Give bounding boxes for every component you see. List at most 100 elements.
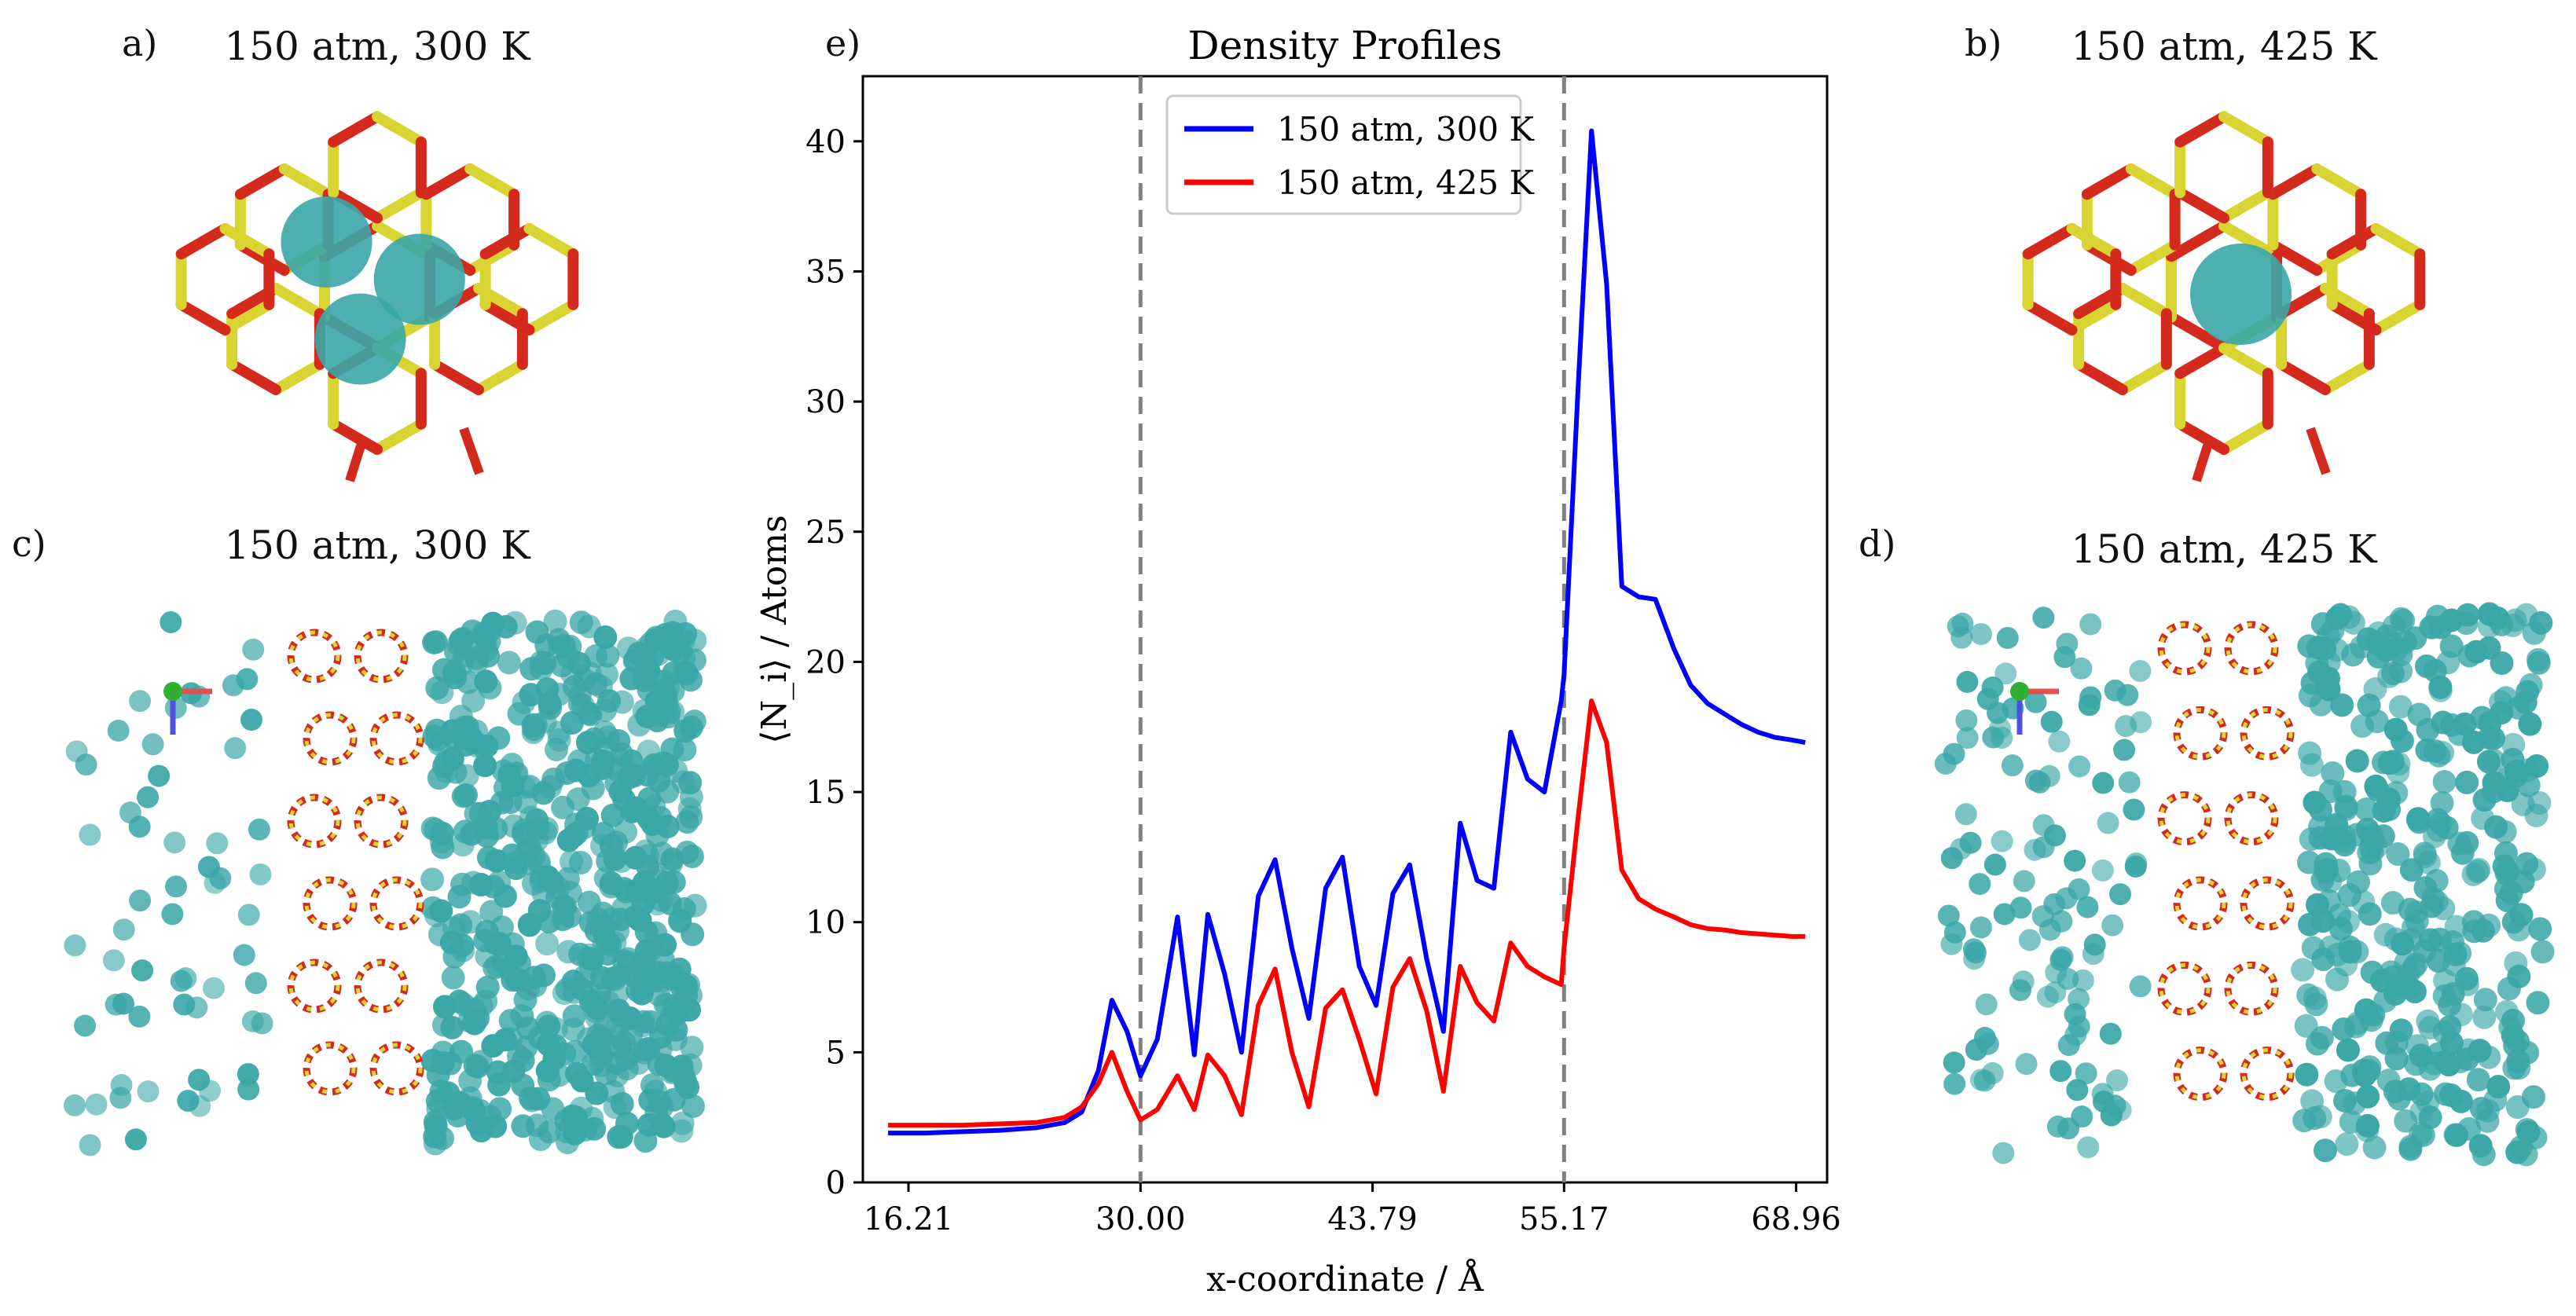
xenon-atom (1991, 727, 2013, 750)
xenon-atom (2079, 613, 2102, 636)
xenon-atom (2471, 806, 2495, 830)
xenon-atom (2393, 630, 2417, 654)
xenon-atom (657, 699, 681, 724)
xenon-atom (650, 1112, 674, 1136)
xenon-atom (636, 854, 660, 878)
xenon-atom (65, 740, 88, 763)
xenon-atom (2353, 1063, 2377, 1087)
xenon-atom (248, 818, 270, 841)
xenon-atom (475, 944, 499, 969)
xenon-atom (173, 993, 196, 1016)
framework-bond (234, 163, 290, 200)
xenon-atom (673, 1069, 697, 1094)
xenon-atom (551, 894, 575, 918)
xenon-atom (2351, 889, 2376, 914)
xenon-atom (498, 1027, 523, 1051)
xenon-atom (2311, 909, 2336, 933)
xenon-atom (2519, 673, 2543, 697)
xenon-atom (102, 949, 125, 972)
xenon-atom (603, 967, 627, 992)
xenon-atom (604, 1051, 629, 1076)
xenon-atom (608, 779, 633, 804)
xenon-atom (2511, 792, 2535, 816)
xenon-atom (518, 836, 542, 860)
xenon-atom (527, 849, 551, 874)
xenon-atom (634, 939, 659, 963)
xenon-atom (455, 764, 479, 788)
xenon-atom (563, 675, 587, 699)
xenon-atom (2457, 1038, 2481, 1062)
xenon-atom (2457, 1116, 2482, 1141)
xenon-atom (79, 1134, 101, 1157)
xenon-atom (438, 1051, 462, 1076)
xenon-atom (2422, 824, 2446, 849)
xenon-atom (2057, 1117, 2080, 1140)
xenon-atom (623, 964, 648, 988)
xenon-atom (2490, 612, 2514, 636)
xenon-atom (2038, 764, 2060, 787)
y-tick-label: 35 (805, 254, 846, 290)
xenon-atom (85, 1093, 108, 1116)
xenon-atom (2341, 643, 2365, 667)
plot-frame (861, 75, 1829, 1184)
xenon-atom (475, 824, 499, 849)
xenon-atom (662, 638, 687, 662)
xenon-atom (240, 709, 263, 731)
xenon-atom (671, 770, 695, 794)
xenon-atom (2493, 686, 2518, 710)
xenon-atom (2109, 883, 2132, 906)
framework-bond (2218, 111, 2273, 148)
xenon-atom (442, 659, 467, 684)
xenon-atom (632, 871, 656, 895)
xenon-atom (498, 790, 523, 814)
xenon-atom (2504, 764, 2529, 788)
xenon-atom (2387, 1087, 2411, 1111)
xenon-atom (511, 821, 535, 845)
xenon-atom (2507, 964, 2531, 988)
xenon-atom (426, 1097, 450, 1121)
xenon-atom (2338, 940, 2362, 964)
framework-bond (420, 163, 476, 200)
xenon-atom (222, 674, 244, 697)
framework-bond (2081, 163, 2137, 200)
xenon-atom (2449, 1089, 2473, 1113)
xenon-atom (64, 934, 86, 957)
xenon-atom (2356, 627, 2380, 651)
xenon-atom (2380, 891, 2405, 915)
xenon-atom (2407, 702, 2431, 727)
xenon-atom (514, 790, 538, 814)
xenon-atom (638, 1010, 662, 1034)
xenon-atom (628, 908, 652, 933)
xenon-atom (593, 720, 617, 744)
xenon-atom (619, 749, 644, 773)
xenon-atom (2423, 739, 2447, 763)
xenon-atom (2486, 1075, 2511, 1099)
xenon-atom (1973, 1026, 1996, 1049)
xenon-atom (560, 662, 585, 686)
xenon-atom (281, 196, 372, 288)
xenon-atom (431, 1050, 455, 1075)
xenon-atom (2426, 818, 2450, 842)
xenon-atom (163, 831, 186, 854)
framework-bond (2311, 163, 2367, 200)
xenon-atom (188, 1069, 211, 1091)
xenon-atom (189, 1094, 211, 1117)
xenon-atom (2328, 917, 2353, 941)
xenon-atom (128, 1005, 151, 1028)
xenon-atom (452, 643, 476, 668)
xenon-atom (1996, 626, 2019, 649)
xenon-atom (2013, 870, 2035, 893)
xenon-atom (436, 1081, 461, 1105)
xenon-atom (563, 1121, 587, 1146)
xenon-atom (430, 680, 454, 705)
xenon-atom (538, 696, 563, 720)
xenon-atom (651, 1114, 676, 1138)
xenon-atom (2418, 1057, 2442, 1081)
xenon-atom (2448, 941, 2472, 966)
xenon-atom (1969, 873, 1991, 896)
xenon-atom (2398, 897, 2422, 922)
xenon-atom (512, 775, 537, 799)
xenon-atom (490, 790, 514, 815)
panel-label-e: e) (825, 22, 861, 64)
xenon-atom (424, 718, 449, 742)
